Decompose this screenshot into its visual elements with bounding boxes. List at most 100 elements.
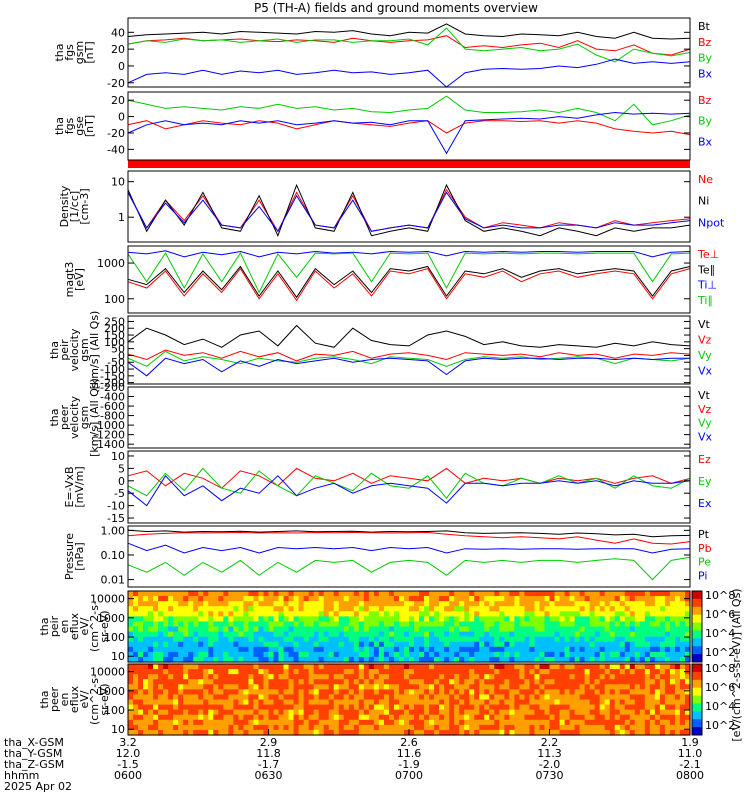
axis-label: (cm^2-s- [88,601,101,652]
spectrogram-cell [554,669,561,675]
spectrogram-cell [133,646,139,653]
spectrogram-cell [328,719,335,726]
spectrogram-cell [353,684,360,690]
spectrogram-cell [604,679,611,685]
ytick-label: 100 [104,293,125,306]
spectrogram-cell [353,689,360,696]
spectrogram-cell [398,669,405,675]
spectrogram-cell [253,621,260,628]
spectrogram-cell [434,689,440,696]
spectrogram-cell [403,664,410,670]
spectrogram-cell [644,724,651,731]
spectrogram-cell [659,656,666,663]
spectrogram-cell [594,626,601,633]
spectrogram-cell [559,704,566,711]
spectrogram-cell [494,631,500,638]
spectrogram-cell [554,704,561,711]
spectrogram-cell [323,646,330,653]
spectrogram-cell [409,729,415,736]
spectrogram-cell [178,616,184,623]
spectrogram-cell [574,669,581,675]
spectrogram-cell [564,664,571,670]
spectrogram-cell [489,626,495,633]
spectrogram-cell [403,636,410,643]
spectrogram-cell [414,689,420,696]
spectrogram-cell [378,611,385,617]
legend-item: Ti∥ [697,294,713,307]
spectrogram-cell [363,631,370,638]
spectrogram-cell [293,719,300,726]
spectrogram-cell [529,656,536,663]
spectrogram-cell [403,631,410,638]
spectrogram-cell [449,606,455,612]
spectrogram-cell [318,621,325,628]
spectrogram-cell [198,684,204,690]
spectrogram-cell [233,641,239,648]
spectrogram-cell [218,669,224,675]
legend-item: Bz [698,36,712,49]
colorbar-swatch [692,598,702,608]
spectrogram-cell [293,724,300,731]
spectrogram-cell [599,674,606,680]
spectrogram-cell [534,626,541,633]
spectrogram-cell [228,616,234,623]
spectrogram-cell [674,606,681,612]
spectrogram-cell [368,651,375,658]
spectrogram-cell [363,679,370,685]
spectrogram-cell [358,616,365,623]
spectrogram-cell [368,656,375,663]
spectrogram-cell [223,606,229,612]
spectrogram-cell [143,596,149,602]
spectrogram-cell [654,724,661,731]
spectrogram-cell [138,641,144,648]
spectrogram-cell [544,636,551,643]
spectrogram-cell [494,621,500,628]
spectrogram-cell [313,646,320,653]
spectrogram-cell [268,626,275,633]
spectrogram-cell [469,679,475,685]
spectrogram-cell [509,641,515,648]
spectrogram-cell [193,714,199,721]
spectrogram-cell [614,689,621,696]
spectrogram-cell [313,621,320,628]
spectrogram-cell [509,679,515,685]
spectrogram-cell [403,611,410,617]
spectrogram-cell [649,596,656,602]
colorbar-swatch [692,606,702,616]
spectrogram-cell [604,626,611,633]
spectrogram-cell [128,729,134,736]
spectrogram-cell [378,724,385,731]
spectrogram-cell [348,709,355,716]
spectrogram-cell [228,591,234,597]
spectrogram-cell [393,636,400,643]
spectrogram-cell [429,664,435,670]
spectrogram-cell [388,606,395,612]
spectrogram-cell [614,616,621,623]
spectrogram-cell [278,616,285,623]
spectrogram-cell [208,699,214,706]
panel-frame [127,450,691,524]
spectrogram-cell [469,669,475,675]
spectrogram-cell [559,611,566,617]
spectrogram-cell [514,636,520,643]
spectrogram-cell [419,606,425,612]
spectrogram-cell [248,709,255,716]
spectrogram-cell [559,621,566,628]
spectrogram-cell [258,611,265,617]
spectrogram-cell [634,684,641,690]
spectrogram-cell [519,694,526,701]
ytick-label: 100 [104,704,125,717]
spectrogram-cell [268,664,275,670]
ytick-label: -10 [107,500,125,513]
spectrogram-cell [539,651,546,658]
spectrogram-cell [529,669,536,675]
spectrogram-cell [383,669,390,675]
spectrogram-cell [258,641,265,648]
spectrogram-cell [343,631,350,638]
spectrogram-cell [398,636,405,643]
spectrogram-cell [624,601,631,607]
spectrogram-cell [368,679,375,685]
spectrogram-cell [424,699,430,706]
colorbar-swatch [692,614,702,624]
colorbar-swatch [692,727,702,736]
